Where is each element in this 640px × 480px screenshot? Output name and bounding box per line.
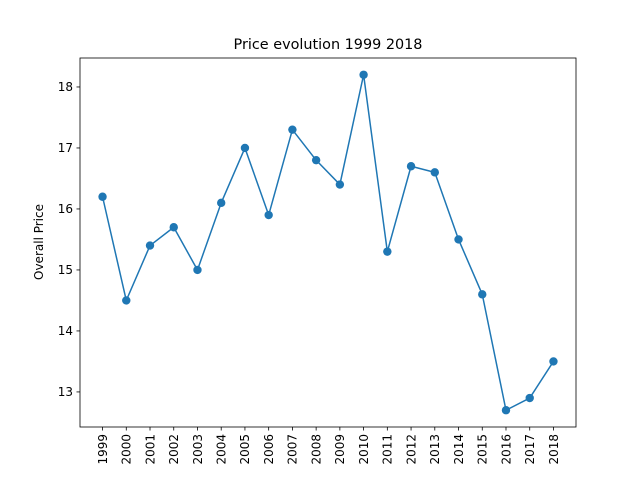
x-tick-label: 2016 <box>499 434 513 465</box>
y-tick-label: 15 <box>58 263 73 277</box>
y-tick-label: 14 <box>58 324 73 338</box>
x-tick-label: 2014 <box>452 434 466 465</box>
x-tick-label: 2005 <box>238 434 252 465</box>
data-point <box>501 406 511 415</box>
data-point <box>217 198 226 208</box>
x-tick-label: 2010 <box>357 434 371 465</box>
y-tick-label: 16 <box>58 202 73 216</box>
data-point <box>311 155 321 165</box>
series-line <box>101 74 555 411</box>
data-point <box>288 125 297 134</box>
data-point <box>169 223 178 232</box>
x-tick-label: 2012 <box>404 434 418 465</box>
x-tick-label: 2003 <box>191 434 205 465</box>
data-point <box>240 143 250 153</box>
x-tick-label: 2001 <box>143 434 157 465</box>
data-point <box>406 162 416 171</box>
x-tick-label: 2007 <box>286 434 300 465</box>
y-axis-label: Overall Price <box>32 204 46 280</box>
x-tick-label: 2004 <box>215 434 229 465</box>
plot-frame <box>79 57 577 428</box>
x-tick-label: 1999 <box>96 434 110 465</box>
data-point <box>98 192 107 201</box>
data-point <box>430 168 439 177</box>
x-tick-label: 2017 <box>523 434 537 465</box>
x-tick-label: 2009 <box>333 434 347 465</box>
y-tick-label: 18 <box>58 80 73 94</box>
data-point <box>122 296 131 305</box>
data-point <box>359 70 368 79</box>
x-tick-label: 2015 <box>476 434 490 465</box>
data-point <box>454 235 463 244</box>
x-tick-label: 2018 <box>547 434 561 465</box>
data-point <box>335 180 345 189</box>
data-point <box>193 265 202 275</box>
plot-area: 13 14 15 16 17 18 1999 2000 2001 2002 2003 2004 2005… <box>58 57 577 465</box>
data-point <box>145 241 155 250</box>
data-point <box>383 247 392 256</box>
data-point <box>549 357 558 366</box>
data-point <box>264 210 273 220</box>
x-tick-label: 2002 <box>167 434 181 465</box>
x-tick-label: 2013 <box>428 434 442 465</box>
x-tick-label: 2000 <box>120 434 134 465</box>
y-tick-label: 17 <box>58 141 73 155</box>
data-point <box>525 393 534 403</box>
y-tick-label: 13 <box>58 385 73 399</box>
chart-title: Price evolution 1999 2018 <box>234 37 423 53</box>
x-tick-label: 2008 <box>309 434 323 465</box>
data-point <box>478 290 487 299</box>
x-tick-label: 2006 <box>262 434 276 465</box>
x-tick-label: 2011 <box>381 434 395 465</box>
